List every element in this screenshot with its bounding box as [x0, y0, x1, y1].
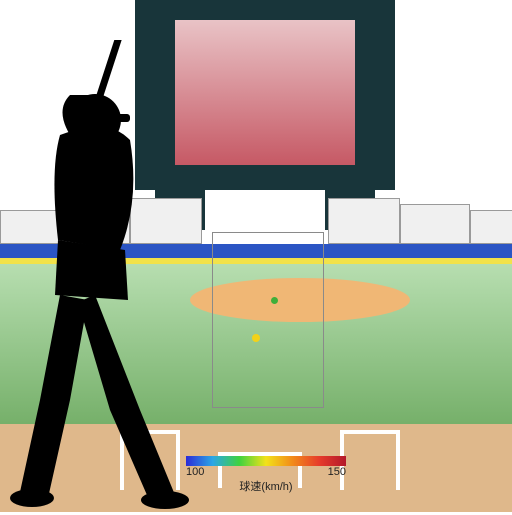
- stadium-wall: [400, 204, 470, 244]
- pitch-marker: [252, 334, 260, 342]
- plate-line: [340, 430, 400, 434]
- stadium-wall: [328, 198, 400, 244]
- stadium-wall: [470, 210, 512, 244]
- batter-silhouette: [0, 40, 230, 510]
- plate-line: [396, 430, 400, 490]
- pitch-marker: [271, 297, 278, 304]
- legend-tick-150: 150: [328, 466, 346, 478]
